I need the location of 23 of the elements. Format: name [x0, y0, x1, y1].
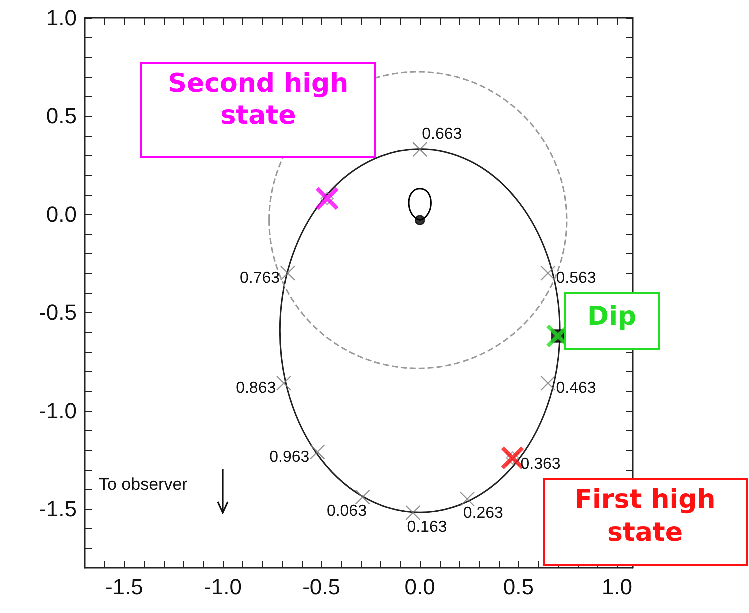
- annotation: 0.763: [240, 270, 280, 288]
- annotation: 0.363: [520, 456, 561, 474]
- annotation: 0.263: [463, 505, 504, 524]
- x-tick-label: 0.0: [404, 574, 436, 600]
- annotation: 0.463: [556, 380, 596, 398]
- annotation: 0.963: [270, 449, 310, 468]
- annotation: 0.163: [407, 519, 448, 537]
- y-tick-label: 0.5: [46, 104, 77, 129]
- y-tick-label: -1.0: [39, 398, 77, 424]
- x-tick-label: 1.0: [602, 574, 633, 600]
- annotation: 0.563: [556, 270, 596, 288]
- annotation: 0.663: [422, 126, 462, 144]
- annotation: 0.063: [326, 503, 367, 522]
- x-tick-label: -1.5: [105, 574, 144, 600]
- annotation: To observer: [99, 475, 188, 495]
- y-tick-label: -1.5: [39, 496, 77, 522]
- y-tick-label: 0.0: [46, 202, 77, 227]
- x-tick-label: -1.0: [204, 574, 242, 600]
- y-tick-label: -0.5: [39, 300, 77, 326]
- x-tick-label: 0.5: [503, 574, 534, 600]
- annotation: 0.863: [236, 380, 276, 398]
- x-tick-label: -0.5: [302, 574, 341, 600]
- y-tick-label: 1.0: [46, 6, 77, 30]
